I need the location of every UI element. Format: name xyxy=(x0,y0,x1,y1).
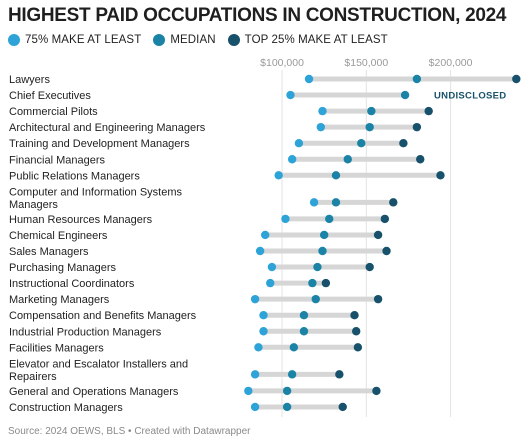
dot-p25 xyxy=(267,262,277,272)
dot-median xyxy=(331,198,341,207)
row-label: Commercial Pilots xyxy=(9,106,98,118)
row-label: Managers xyxy=(9,199,58,211)
dot-p75 xyxy=(412,122,422,132)
legend-swatch-p75 xyxy=(227,34,240,46)
dot-p25 xyxy=(244,386,253,396)
dot-p75 xyxy=(335,370,344,379)
undisclosed-annotation: UNDISCLOSED xyxy=(434,91,506,102)
dot-range-chart: $100,000 $150,000 $200,000 Lawyers Chief Exe… xyxy=(9,57,521,417)
legend-swatch-p25 xyxy=(8,34,20,46)
dot-p25 xyxy=(266,278,275,288)
dot-p75 xyxy=(399,139,408,148)
dot-median xyxy=(287,370,297,379)
dot-p25 xyxy=(259,327,268,336)
dot-p25 xyxy=(309,198,319,207)
dot-p75 xyxy=(416,155,425,164)
row-label: Training and Development Managers xyxy=(9,138,190,150)
dot-p75 xyxy=(373,294,383,304)
row-label: Marketing Managers xyxy=(9,294,110,306)
dot-p25 xyxy=(304,74,314,84)
dot-median xyxy=(289,343,299,352)
dot-median xyxy=(367,106,376,116)
dot-p75 xyxy=(436,171,445,180)
dot-median xyxy=(308,278,317,288)
row-label: Human Resources Managers xyxy=(9,214,153,226)
row-label: Repairers xyxy=(9,371,57,383)
dot-p75 xyxy=(321,278,331,288)
legend-item-median: MEDIAN xyxy=(153,34,216,46)
dot-p75 xyxy=(338,402,347,412)
row-label: Instructional Coordinators xyxy=(9,278,135,290)
dot-median xyxy=(318,246,327,256)
legend-item-p75: TOP 25% MAKE AT LEAST xyxy=(227,34,388,46)
dot-p25 xyxy=(286,90,295,100)
dot-p25 xyxy=(259,311,268,320)
dot-p25 xyxy=(250,370,260,379)
row-label: Lawyers xyxy=(9,74,50,86)
dot-p25 xyxy=(294,139,304,148)
dot-median xyxy=(412,74,422,84)
dot-p75 xyxy=(352,327,361,336)
dot-p25 xyxy=(281,214,290,224)
row-label: Facilities Managers xyxy=(9,342,104,354)
dot-median xyxy=(299,311,309,320)
row-label: Computer and Information Systems xyxy=(9,186,183,198)
dot-p75 xyxy=(372,386,381,396)
legend-item-p25: 75% MAKE AT LEAST xyxy=(8,34,141,46)
dot-p75 xyxy=(380,214,390,224)
row-label: Compensation and Benefits Managers xyxy=(9,310,197,322)
dot-median xyxy=(343,155,352,164)
dot-p25 xyxy=(250,402,260,412)
dot-p25 xyxy=(254,343,263,352)
row-label: Sales Managers xyxy=(9,246,89,258)
legend-swatch-median xyxy=(153,34,166,46)
row-label: Financial Managers xyxy=(9,154,105,166)
row-label: Elevator and Escalator Installers and xyxy=(9,358,188,370)
dot-p75 xyxy=(350,311,359,320)
dot-p75 xyxy=(382,246,391,256)
source-note: Source: 2024 OEWS, BLS • Created with Da… xyxy=(8,426,251,437)
dot-p25 xyxy=(255,246,265,256)
row-label: Purchasing Managers xyxy=(9,262,117,274)
dot-median xyxy=(313,262,322,272)
x-tick-label: $100,000 xyxy=(260,57,304,69)
row-label: General and Operations Managers xyxy=(9,386,179,398)
chart-title: HIGHEST PAID OCCUPATIONS IN CONSTRUCTION… xyxy=(8,5,507,26)
dot-median xyxy=(365,122,374,132)
dot-p25 xyxy=(287,155,297,164)
dot-p75 xyxy=(424,106,433,116)
dot-median xyxy=(357,139,366,148)
row-label: Architectural and Engineering Managers xyxy=(9,122,206,134)
legend-label-p75: TOP 25% MAKE AT LEAST xyxy=(244,34,388,46)
row-label: Chemical Engineers xyxy=(9,230,108,242)
dot-p25 xyxy=(318,106,327,116)
x-tick-label: $200,000 xyxy=(429,57,473,69)
x-tick-label: $150,000 xyxy=(344,57,388,69)
dot-p75 xyxy=(512,74,521,84)
dot-p25 xyxy=(260,230,270,240)
dot-median xyxy=(282,386,292,396)
dot-p75 xyxy=(373,230,383,240)
dot-median xyxy=(282,402,292,412)
dot-median xyxy=(325,214,334,224)
row-label: Public Relations Managers xyxy=(9,170,140,182)
dot-p75 xyxy=(389,198,398,207)
row-label: Chief Executives xyxy=(9,90,91,102)
dot-p75 xyxy=(365,262,374,272)
dot-median xyxy=(319,230,329,240)
row-label: Construction Managers xyxy=(9,402,123,414)
legend-label-median: MEDIAN xyxy=(170,34,216,46)
dot-p25 xyxy=(250,294,260,304)
dot-p25 xyxy=(274,171,283,180)
legend: 75% MAKE AT LEAST MEDIAN TOP 25% MAKE AT… xyxy=(8,34,400,46)
dot-median xyxy=(311,294,320,304)
row-label: Industrial Production Managers xyxy=(9,326,162,338)
dot-p25 xyxy=(316,122,326,132)
dot-median xyxy=(400,90,410,100)
dot-median xyxy=(299,327,309,336)
dot-p75 xyxy=(353,343,363,352)
dot-median xyxy=(331,171,341,180)
legend-label-p25: 75% MAKE AT LEAST xyxy=(25,34,142,46)
